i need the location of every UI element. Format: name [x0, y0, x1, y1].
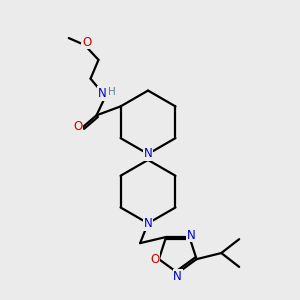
Text: H: H	[109, 86, 116, 97]
Text: N: N	[173, 270, 182, 283]
Text: N: N	[187, 229, 196, 242]
Text: O: O	[73, 120, 82, 133]
Text: O: O	[150, 253, 160, 266]
Text: O: O	[82, 35, 91, 49]
Text: N: N	[98, 87, 107, 100]
Text: N: N	[144, 217, 152, 230]
Text: N: N	[144, 148, 152, 160]
